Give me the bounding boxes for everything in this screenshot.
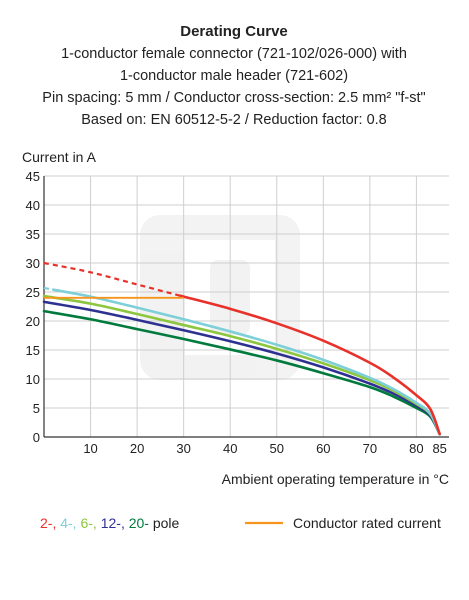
series-2-pole-dashed bbox=[43, 261, 184, 298]
y-tick-label-20: 20 bbox=[26, 314, 40, 329]
chart-subtitle-line-4: Based on: EN 60512-5-2 / Reduction facto… bbox=[81, 112, 387, 128]
legend-rated-current-label: Conductor rated current bbox=[293, 515, 441, 531]
x-tick-label-40: 40 bbox=[223, 441, 237, 456]
series-4-pole-dashed bbox=[43, 286, 54, 291]
series-20-pole-line bbox=[42, 309, 441, 436]
x-tick-label-85: 85 bbox=[432, 441, 446, 456]
series-4-pole-line bbox=[52, 288, 441, 436]
x-tick-label-10: 10 bbox=[83, 441, 97, 456]
legend-entry-12-pole: 12-, bbox=[101, 515, 129, 531]
grid bbox=[44, 175, 449, 437]
x-tick-label-80: 80 bbox=[409, 441, 423, 456]
legend-entry-4-pole: 4-, bbox=[60, 515, 80, 531]
y-tick-label-30: 30 bbox=[26, 256, 40, 271]
tick-labels: 0 5 10 15 20 25 30 35 40 45 10 20 30 40 50 60 70 80 85 bbox=[26, 169, 447, 456]
legend-entry-20-pole: 20- bbox=[129, 515, 153, 531]
legend-entry-6-pole: 6-, bbox=[80, 515, 100, 531]
series-lines bbox=[42, 261, 441, 436]
x-tick-label-20: 20 bbox=[130, 441, 144, 456]
legend-pole-series: 2-, 4-, 6-, 12-, 20- pole bbox=[40, 515, 180, 531]
y-tick-label-35: 35 bbox=[26, 227, 40, 242]
x-tick-label-50: 50 bbox=[270, 441, 284, 456]
x-tick-label-70: 70 bbox=[363, 441, 377, 456]
y-axis-label: Current in A bbox=[22, 149, 97, 165]
y-tick-label-25: 25 bbox=[26, 285, 40, 300]
series-12-pole-line bbox=[42, 300, 441, 436]
legend-entry-2-pole: 2-, bbox=[40, 515, 60, 531]
y-tick-label-40: 40 bbox=[26, 198, 40, 213]
y-tick-label-15: 15 bbox=[26, 343, 40, 358]
axes bbox=[43, 176, 449, 438]
chart-title: Derating Curve bbox=[180, 23, 288, 40]
x-tick-label-30: 30 bbox=[176, 441, 190, 456]
chart-subtitle-line-3: Pin spacing: 5 mm / Conductor cross-sect… bbox=[42, 90, 425, 106]
x-tick-label-60: 60 bbox=[316, 441, 330, 456]
chart-subtitle-line-1: 1-conductor female connector (721-102/02… bbox=[61, 46, 407, 62]
chart-subtitle-line-2: 1-conductor male header (721-602) bbox=[120, 68, 348, 84]
series-2-pole-line bbox=[178, 294, 441, 436]
y-tick-label-45: 45 bbox=[26, 169, 40, 184]
y-tick-label-5: 5 bbox=[33, 401, 40, 416]
y-tick-label-10: 10 bbox=[26, 372, 40, 387]
legend-pole-suffix: pole bbox=[153, 515, 180, 531]
y-tick-label-0: 0 bbox=[33, 430, 40, 445]
x-axis-label: Ambient operating temperature in °C bbox=[222, 471, 449, 487]
